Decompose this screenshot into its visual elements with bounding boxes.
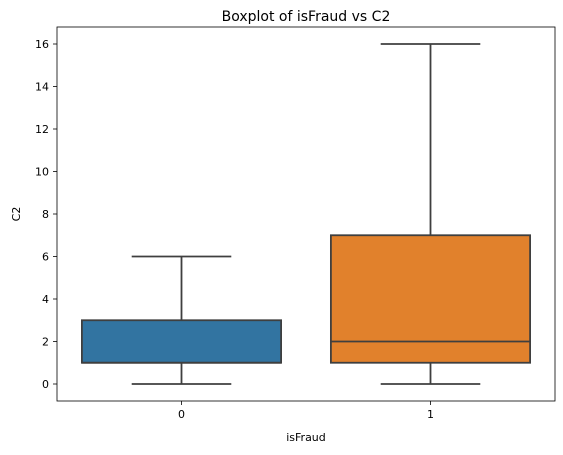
box-1 bbox=[329, 234, 531, 364]
plot-area: 0 2 4 6 8 10 12 14 16 0 1 bbox=[35, 26, 556, 421]
x-tick-label: 0 bbox=[178, 408, 185, 421]
chart-title: Boxplot of isFraud vs C2 bbox=[222, 9, 391, 25]
y-tick-label: 4 bbox=[42, 293, 49, 306]
y-tick-label: 14 bbox=[35, 81, 49, 94]
y-tick-label: 0 bbox=[42, 378, 49, 391]
y-tick-label: 10 bbox=[35, 166, 49, 179]
axes-frame bbox=[56, 26, 556, 402]
y-axis-label: C2 bbox=[10, 207, 23, 222]
x-axis-label: isFraud bbox=[286, 431, 326, 444]
y-tick-label: 6 bbox=[42, 251, 49, 264]
y-tick-label: 12 bbox=[35, 123, 49, 136]
y-tick-label: 8 bbox=[42, 208, 49, 221]
y-tick-label: 16 bbox=[35, 38, 49, 51]
box-0 bbox=[81, 319, 282, 364]
y-tick-label: 2 bbox=[42, 336, 49, 349]
x-tick-label: 1 bbox=[427, 408, 434, 421]
